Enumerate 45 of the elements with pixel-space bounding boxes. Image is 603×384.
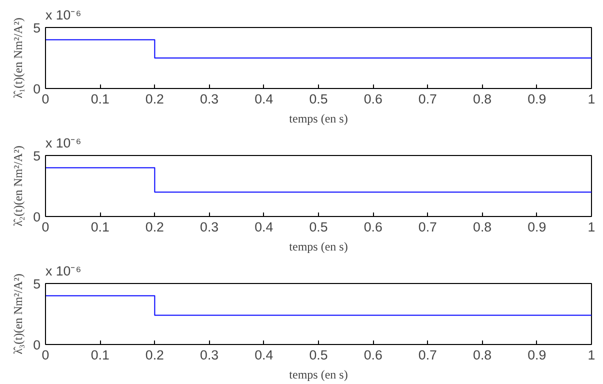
x-tick-label: 0.7 <box>418 220 437 234</box>
text: x 10⁻⁶ <box>46 264 82 278</box>
x-tick-label: 0.9 <box>528 348 546 362</box>
x-tick-label: 0.5 <box>309 348 328 362</box>
x-tick-label: 0.4 <box>254 220 274 234</box>
x-axis-title: temps (en s) <box>289 368 348 382</box>
x-tick-label: 0.8 <box>473 348 492 362</box>
y-tick-label: 5 <box>33 276 41 292</box>
x-tick-label: 0.2 <box>145 348 164 362</box>
y-axis-title: λ̂₁(t)(en Nm²/A²) <box>11 18 26 98</box>
y-axis-title: λ̂₃(t)(en Nm²/A²) <box>11 274 26 354</box>
x-axis-title: temps (en s) <box>289 240 348 254</box>
x-tick-label: 0.6 <box>364 348 382 362</box>
text: x 10⁻⁶ <box>46 8 82 22</box>
x-tick-label: 0.4 <box>254 92 274 106</box>
y-tick-label: 5 <box>33 20 41 36</box>
x-tick-label: 0.1 <box>90 220 110 234</box>
x-tick-label: 0.6 <box>364 220 382 234</box>
x-tick-label: 0.8 <box>473 92 492 106</box>
x-tick-label: 0.1 <box>90 348 110 362</box>
x-tick-label: 1 <box>588 348 596 362</box>
x-tick-label: 0.2 <box>145 92 164 106</box>
x-tick-label: 0.3 <box>200 220 219 234</box>
y-tick-label: 5 <box>33 148 41 164</box>
x-tick-label: 1 <box>588 220 596 234</box>
x-tick-label: 0.2 <box>145 220 164 234</box>
x-tick-label: 0.3 <box>200 92 219 106</box>
x-tick-label: 1 <box>588 92 596 106</box>
x-tick-label: 0.7 <box>418 92 437 106</box>
x-tick-label: 0.1 <box>90 92 110 106</box>
y-axis-title: λ̂₂(t)(en Nm²/A²) <box>11 146 26 226</box>
y-tick-label: 0 <box>33 210 41 224</box>
x-tick-label: 0.7 <box>418 348 437 362</box>
x-tick-label: 0.3 <box>200 348 219 362</box>
y-tick-label: 0 <box>33 338 41 352</box>
y-tick-label: 0 <box>33 82 41 96</box>
x-axis-title: temps (en s) <box>289 112 348 126</box>
x-tick-label: 0.9 <box>528 92 546 106</box>
x-tick-label: 0.4 <box>254 348 274 362</box>
x-tick-label: 0.5 <box>309 92 328 106</box>
x-tick-label: 0.6 <box>364 92 382 106</box>
text: x 10⁻⁶ <box>46 136 82 150</box>
x-tick-label: 0.5 <box>309 220 328 234</box>
x-tick-label: 0.9 <box>528 220 546 234</box>
x-tick-label: 0.8 <box>473 220 492 234</box>
